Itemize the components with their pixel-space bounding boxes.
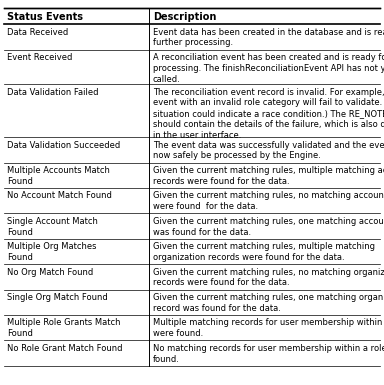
Text: Description: Description [153,12,216,22]
Text: Multiple Org Matches
Found: Multiple Org Matches Found [7,242,96,262]
Text: Given the current matching rules, no matching organization
records were found fo: Given the current matching rules, no mat… [153,268,384,288]
Text: Single Org Match Found: Single Org Match Found [7,293,108,302]
Text: No Org Match Found: No Org Match Found [7,268,93,277]
Text: Single Account Match
Found: Single Account Match Found [7,217,98,237]
Text: No matching records for user membership within a role were
found.: No matching records for user membership … [153,344,384,364]
Text: The event data was successfully validated and the event can
now safely be proces: The event data was successfully validate… [153,141,384,161]
Text: No Role Grant Match Found: No Role Grant Match Found [7,344,122,353]
Text: Event Received: Event Received [7,53,72,62]
Text: Given the current matching rules, multiple matching
organization records were fo: Given the current matching rules, multip… [153,242,375,262]
Text: Given the current matching rules, no matching account records
were found  for th: Given the current matching rules, no mat… [153,191,384,211]
Text: Status Events: Status Events [7,12,83,22]
Text: Given the current matching rules, one matching organization
record was found for: Given the current matching rules, one ma… [153,293,384,313]
Text: Data Validation Succeeded: Data Validation Succeeded [7,141,120,150]
Text: Multiple matching records for user membership within a role
were found.: Multiple matching records for user membe… [153,318,384,338]
Text: Multiple Accounts Match
Found: Multiple Accounts Match Found [7,166,110,186]
Text: Data Received: Data Received [7,28,68,37]
Text: No Account Match Found: No Account Match Found [7,191,112,201]
Text: Event data has been created in the database and is ready for
further processing.: Event data has been created in the datab… [153,28,384,47]
Text: Given the current matching rules, multiple matching account
records were found f: Given the current matching rules, multip… [153,166,384,186]
Text: Given the current matching rules, one matching account record
was found for the : Given the current matching rules, one ma… [153,217,384,237]
Text: Data Validation Failed: Data Validation Failed [7,88,99,97]
Text: The reconciliation event record is invalid. For example, a role
event with an in: The reconciliation event record is inval… [153,88,384,140]
Text: Multiple Role Grants Match
Found: Multiple Role Grants Match Found [7,318,121,338]
Text: A reconciliation event has been created and is ready for further
processing. The: A reconciliation event has been created … [153,53,384,84]
